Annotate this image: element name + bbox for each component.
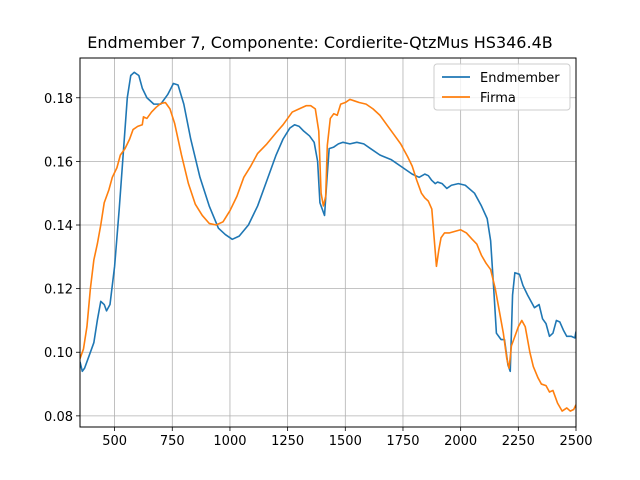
y-tick-label: 0.18 (44, 92, 73, 107)
y-tick-label: 0.10 (44, 346, 73, 361)
x-tick-label: 500 (102, 434, 127, 449)
legend-label-endmember: Endmember (480, 71, 560, 86)
legend: Endmember Firma (433, 63, 571, 111)
x-tick-label: 1250 (271, 434, 304, 449)
x-axis-ticks: 500 750 1000 1250 1500 1750 2000 2250 2500 (102, 427, 593, 449)
chart-title: Endmember 7, Componente: Cordierite-QtzM… (87, 33, 552, 52)
series-line-firma (80, 98, 576, 412)
y-tick-label: 0.08 (44, 410, 73, 425)
x-tick-label: 1750 (386, 434, 419, 449)
x-tick-label: 2500 (559, 434, 592, 449)
legend-box (433, 63, 571, 111)
y-tick-label: 0.14 (44, 219, 73, 234)
x-tick-label: 750 (160, 434, 185, 449)
series-line-endmember (80, 71, 576, 373)
plot-frame (79, 57, 577, 428)
x-tick-label: 1000 (213, 434, 246, 449)
y-axis-ticks: 0.08 0.10 0.12 0.14 0.16 0.18 (44, 92, 80, 425)
x-tick-label: 2250 (502, 434, 535, 449)
x-tick-label: 2000 (444, 434, 477, 449)
series-lines (80, 71, 576, 412)
y-tick-label: 0.12 (44, 283, 73, 298)
x-tick-label: 1500 (329, 434, 362, 449)
y-tick-label: 0.16 (44, 155, 73, 170)
gridlines (80, 58, 577, 427)
legend-label-firma: Firma (480, 91, 516, 106)
